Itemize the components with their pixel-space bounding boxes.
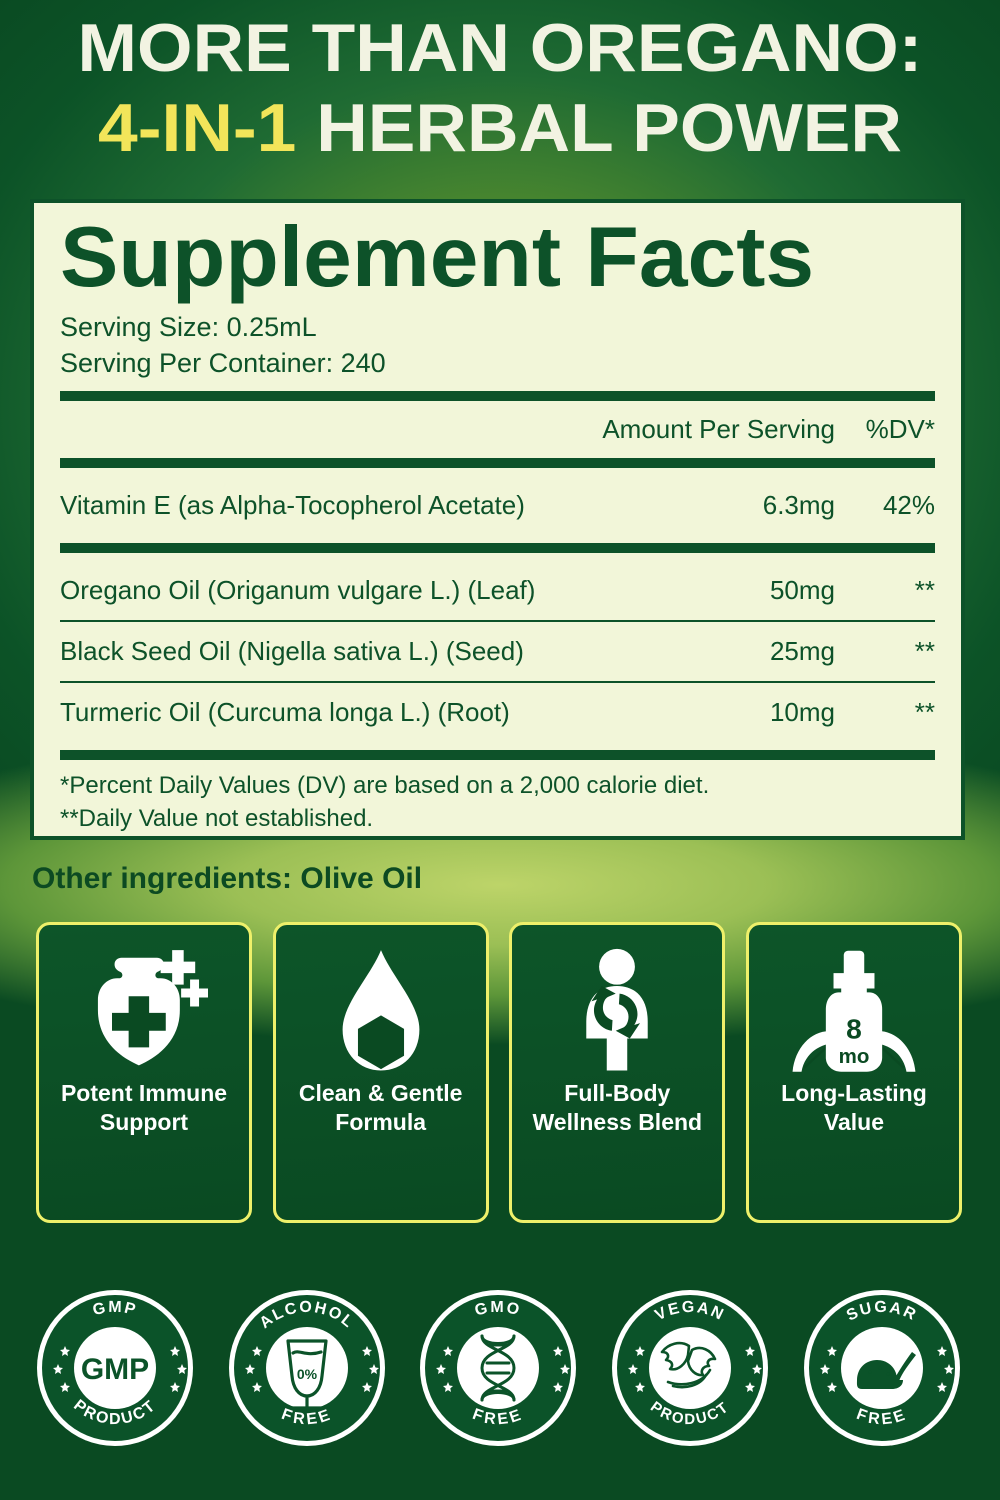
svg-text:8: 8 — [846, 1013, 862, 1044]
svg-text:mo: mo — [839, 1045, 870, 1068]
svg-text:GMP: GMP — [81, 1353, 149, 1386]
svg-text:0%: 0% — [297, 1366, 318, 1382]
